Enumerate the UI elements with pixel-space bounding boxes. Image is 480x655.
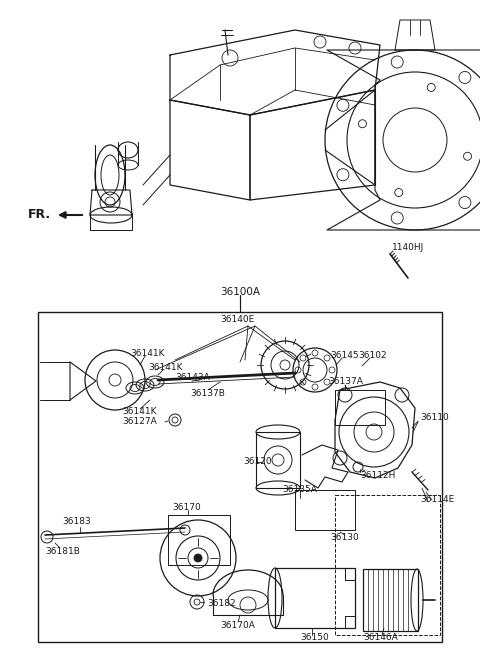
Text: 36100A: 36100A bbox=[220, 287, 260, 297]
Text: 36181B: 36181B bbox=[45, 548, 80, 557]
Bar bbox=[256, 432, 300, 488]
Text: FR.: FR. bbox=[28, 208, 51, 221]
Circle shape bbox=[194, 554, 202, 562]
Text: 36137B: 36137B bbox=[190, 388, 225, 398]
Text: 36183: 36183 bbox=[62, 517, 91, 527]
Text: 36135A: 36135A bbox=[282, 485, 317, 495]
Text: 36112H: 36112H bbox=[360, 470, 396, 479]
Text: 36145: 36145 bbox=[330, 350, 359, 360]
Text: 36146A: 36146A bbox=[363, 633, 398, 643]
Text: 36110: 36110 bbox=[420, 413, 449, 422]
Text: 36170: 36170 bbox=[172, 504, 201, 512]
Text: 1140HJ: 1140HJ bbox=[392, 244, 424, 252]
Text: 36170A: 36170A bbox=[220, 620, 255, 629]
Text: 36150: 36150 bbox=[300, 633, 329, 643]
Bar bbox=[38, 312, 442, 642]
Text: 36141K: 36141K bbox=[130, 348, 165, 358]
Bar bbox=[363, 569, 418, 631]
Text: 36120: 36120 bbox=[243, 457, 272, 466]
Text: 36182: 36182 bbox=[207, 599, 236, 607]
Text: 36137A: 36137A bbox=[328, 377, 363, 386]
Bar bbox=[275, 568, 355, 628]
Text: 36102: 36102 bbox=[358, 350, 386, 360]
Bar bbox=[335, 390, 385, 425]
Text: 36114E: 36114E bbox=[420, 495, 454, 504]
Text: 36130: 36130 bbox=[330, 534, 359, 542]
Text: 36141K: 36141K bbox=[122, 407, 156, 417]
Text: 36127A: 36127A bbox=[122, 417, 157, 426]
Bar bbox=[335, 495, 440, 635]
Bar bbox=[295, 490, 355, 530]
Text: 36140E: 36140E bbox=[220, 316, 254, 324]
Text: 36143A: 36143A bbox=[175, 373, 210, 383]
Text: 36141K: 36141K bbox=[148, 362, 182, 371]
Bar bbox=[168, 515, 230, 565]
